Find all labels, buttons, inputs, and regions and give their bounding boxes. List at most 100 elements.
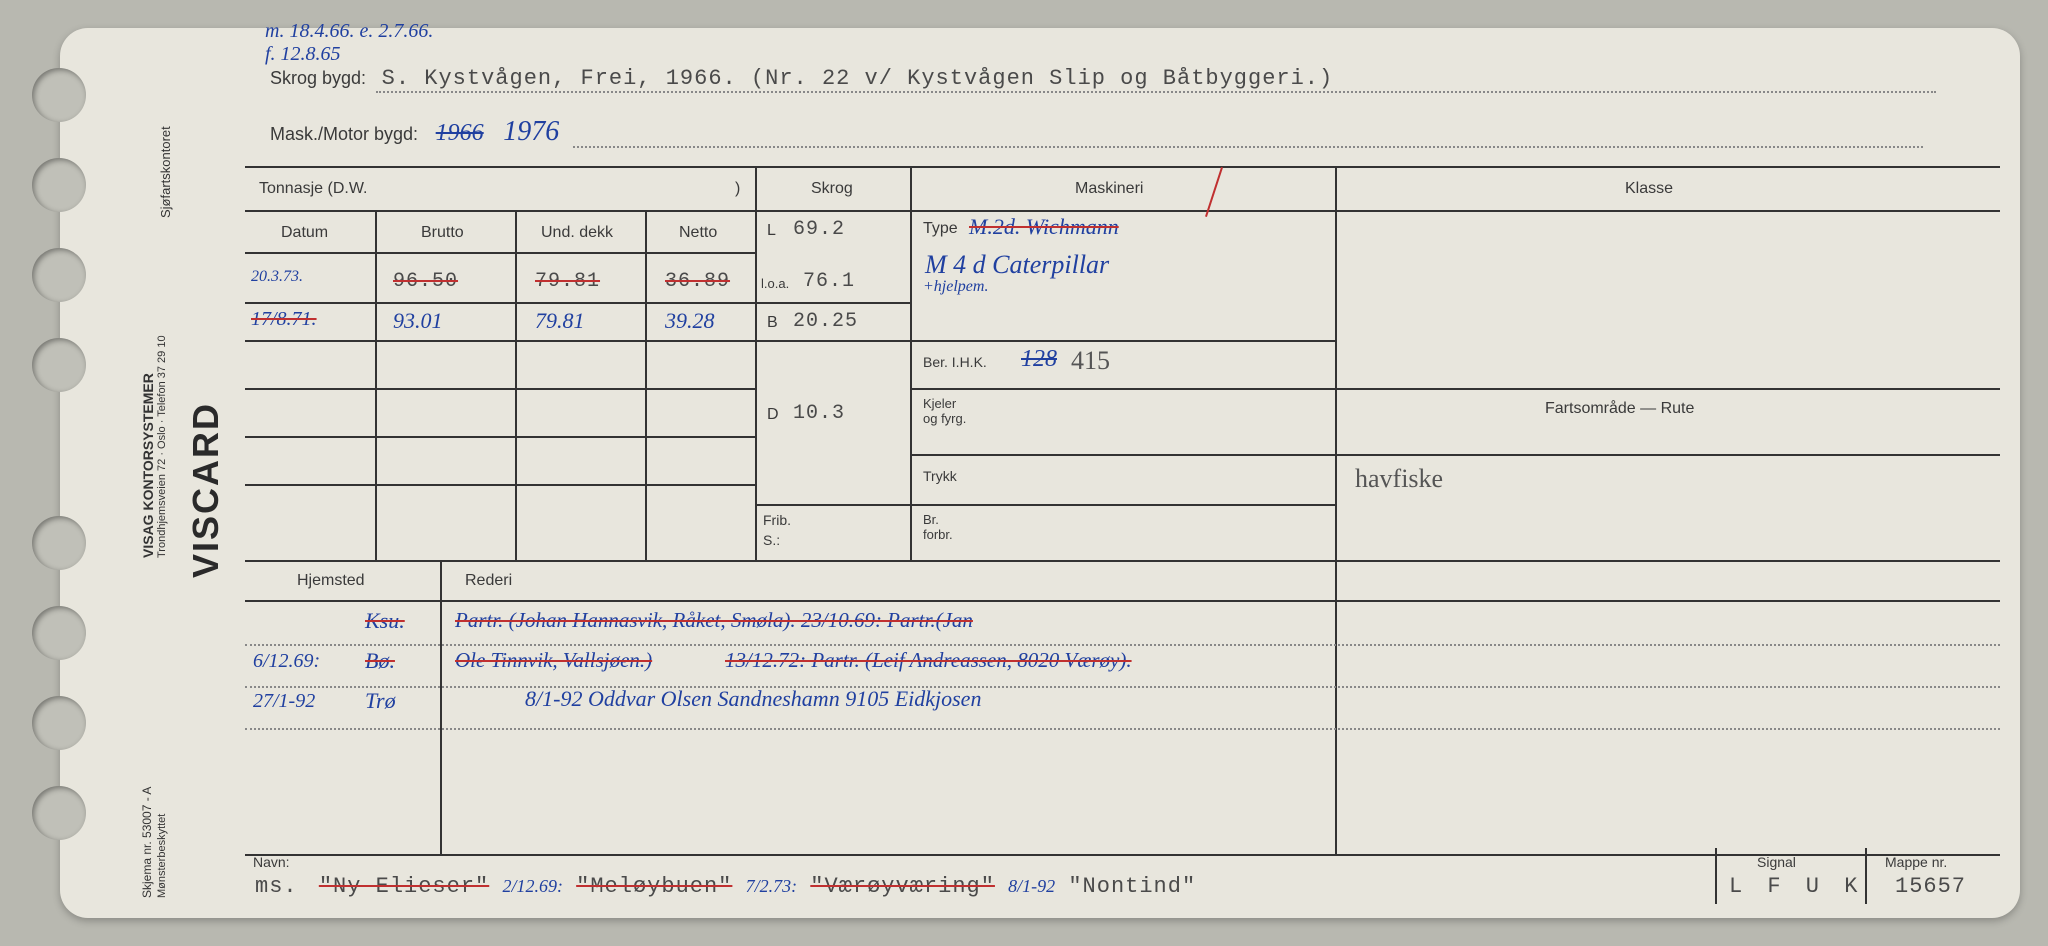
brutto-struck: 96.50: [393, 270, 458, 293]
motor-year-struck: 1966: [436, 120, 484, 146]
hline: [910, 388, 2000, 390]
top-note-1: m. 18.4.66. e. 2.7.66.: [265, 20, 433, 43]
hline: [910, 340, 1335, 342]
hjemsted-dato-2: 27/1-92: [253, 690, 315, 713]
skrog-bygd-label: Skrog bygd:: [270, 68, 366, 88]
loa-value: 76.1: [803, 270, 855, 293]
vline: [910, 168, 912, 560]
navn-line: ms. "Ny Elieser" 2/12.69: "Meløybuen" 7/…: [255, 874, 1196, 899]
hline: [755, 210, 2000, 212]
viscard-logo: VISCARD: [185, 402, 227, 578]
punch-hole: [32, 248, 86, 302]
vline: [375, 210, 377, 560]
punch-hole: [32, 606, 86, 660]
navn-label: Navn:: [253, 854, 290, 870]
hline: [245, 388, 755, 390]
netto-struck: 36.89: [665, 270, 730, 293]
S-label: S.:: [763, 532, 780, 548]
hline: [245, 210, 755, 212]
hjemsted-sted-2: Trø: [365, 688, 396, 714]
hline: [1335, 454, 2000, 456]
dato-top: 20.3.73.: [251, 268, 303, 286]
hjemsted-sted-1: Bø.: [365, 648, 395, 674]
vline: [645, 210, 647, 560]
ihk-label: Ber. I.H.K.: [923, 354, 987, 370]
B-value: 20.25: [793, 310, 858, 333]
D-label: D: [767, 406, 779, 424]
rederi-line2a: Ole Tinnvik, Vallsjøen.): [455, 648, 652, 673]
dekk-label: Und. dekk: [541, 224, 613, 242]
side-monster: Mønsterbeskyttet: [156, 814, 168, 898]
navn-3: "Værøyværing": [810, 874, 995, 899]
form-area: m. 18.4.66. e. 2.7.66. f. 12.8.65 Skrog …: [245, 38, 2000, 908]
rederi-label: Rederi: [465, 572, 512, 590]
dato-1: 17/8.71.: [251, 308, 317, 331]
netto-label: Netto: [679, 224, 717, 242]
br-label: Br. forbr.: [923, 512, 953, 542]
motor-bygd-row: Mask./Motor bygd: 1966 1976: [270, 116, 1990, 156]
ihk-struck: 128: [1021, 346, 1057, 373]
L-label: L: [767, 222, 776, 240]
D-value: 10.3: [793, 402, 845, 425]
hline-dotted: [245, 686, 2000, 688]
navn-d1: 2/12.69:: [502, 876, 563, 896]
hline-dotted: [245, 728, 2000, 730]
navn-d3: 8/1-92: [1008, 876, 1055, 896]
brutto-1: 93.01: [393, 308, 443, 334]
motor-bygd-label: Mask./Motor bygd:: [270, 124, 418, 144]
vline: [1715, 848, 1717, 904]
ihk-value: 415: [1071, 346, 1110, 376]
tonnasje-label: Tonnasje (D.W.: [259, 180, 367, 198]
vline: [755, 168, 757, 560]
side-sjofart: Sjøfartskontoret: [158, 126, 173, 218]
top-notes: m. 18.4.66. e. 2.7.66. f. 12.8.65: [265, 20, 433, 66]
rederi-line3: 8/1-92 Oddvar Olsen Sandneshamn 9105 Eid…: [525, 686, 981, 712]
navn-d2: 7/2.73:: [746, 876, 798, 896]
B-label: B: [767, 314, 778, 332]
signal-label: Signal: [1757, 854, 1796, 870]
punch-hole: [32, 338, 86, 392]
hline: [245, 252, 755, 254]
L-value: 69.2: [793, 218, 845, 241]
side-skjema: Skjema nr. 53007 - A: [140, 787, 154, 898]
hline: [245, 484, 755, 486]
type-struck: M.2d. Wichmann: [969, 214, 1119, 240]
rederi-line2b: 13/12.72: Partr. (Leif Andreassen, 8020 …: [725, 648, 1132, 673]
dekk-1: 79.81: [535, 308, 585, 334]
side-system: VISAG KONTORSYSTEMER: [140, 373, 156, 558]
side-addr: Trondhjemsveien 72 · Oslo · Telefon 37 2…: [156, 335, 168, 558]
rederi-line1: Partr. (Johan Hannasvik, Råket, Smøla). …: [455, 608, 973, 633]
navn-2: "Meløybuen": [576, 874, 732, 899]
signal-value: L F U K: [1729, 874, 1863, 899]
vline: [440, 560, 442, 854]
trykk-label: Trykk: [923, 468, 957, 484]
type-label: Type: [923, 220, 958, 238]
mappe-label: Mappe nr.: [1885, 854, 1947, 870]
skrog-label: Skrog: [811, 180, 853, 198]
datum-label: Datum: [281, 224, 328, 242]
index-card: Sjøfartskontoret VISAG KONTORSYSTEMER Tr…: [60, 28, 2020, 918]
motor-line: [573, 146, 1923, 148]
maskineri-label: Maskineri: [1075, 180, 1143, 198]
punch-hole: [32, 696, 86, 750]
hline: [910, 454, 1335, 456]
navn-1: "Ny Elieser": [319, 874, 489, 899]
vline: [1865, 848, 1867, 904]
vline: [515, 210, 517, 560]
motor-year: 1976: [503, 116, 559, 147]
mappe-value: 15657: [1895, 874, 1966, 899]
klasse-label: Klasse: [1625, 180, 1673, 198]
brutto-label: Brutto: [421, 224, 464, 242]
punch-hole: [32, 786, 86, 840]
farts-value: havfiske: [1355, 464, 1443, 494]
hjemsted-dato-1: 6/12.69:: [253, 650, 320, 673]
navn-prefix: ms.: [255, 874, 298, 899]
loa-label: l.o.a.: [761, 276, 789, 291]
frib-label: Frib.: [763, 512, 791, 528]
skrog-bygd-value: S. Kystvågen, Frei, 1966. (Nr. 22 v/ Kys…: [376, 66, 1936, 93]
farts-label: Fartsområde — Rute: [1545, 400, 1694, 418]
skrog-bygd-row: Skrog bygd: S. Kystvågen, Frei, 1966. (N…: [270, 66, 1990, 106]
hjemsted-label: Hjemsted: [297, 572, 365, 590]
tonnasje-close: ): [735, 180, 740, 198]
dekk-struck: 79.81: [535, 270, 600, 293]
